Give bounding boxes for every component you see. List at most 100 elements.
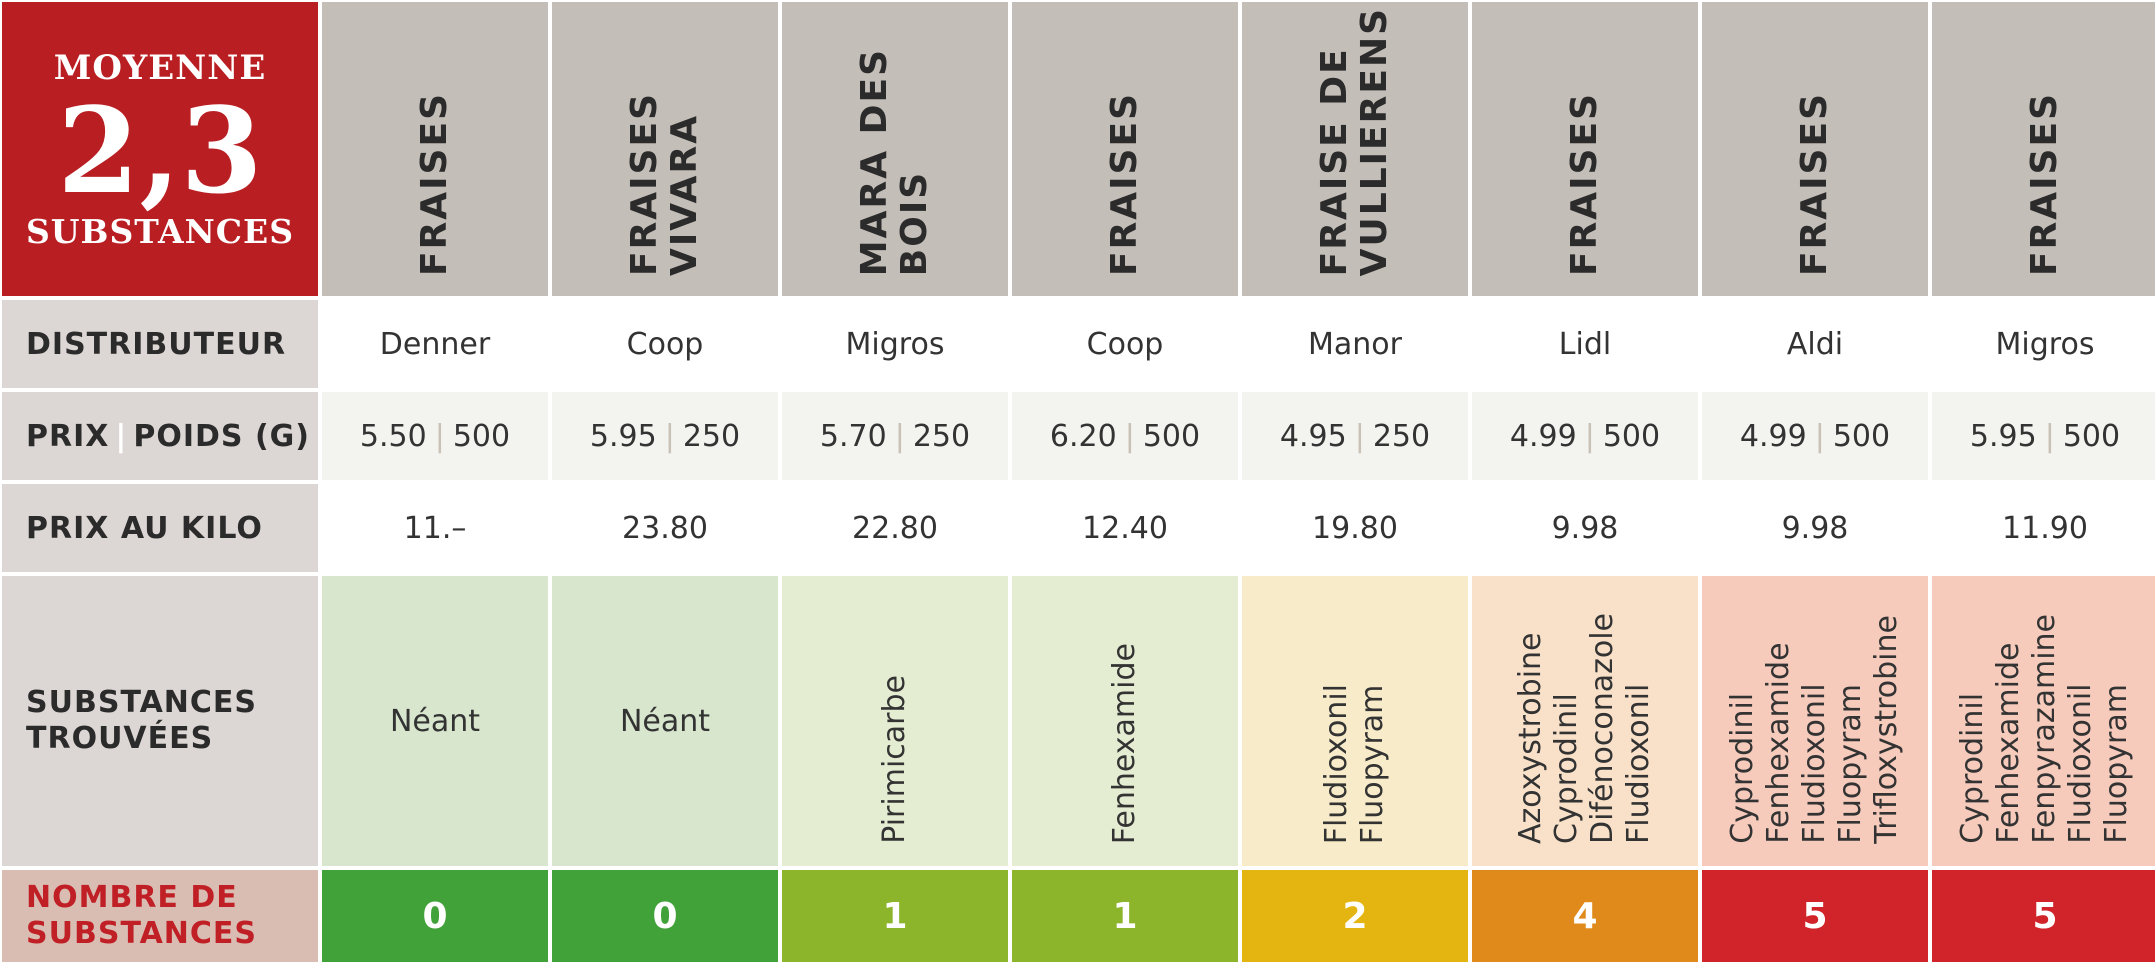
substances-none: Néant xyxy=(619,703,711,739)
substance-item: Cyprodinil xyxy=(1549,693,1584,844)
poids-value: 250 xyxy=(1372,418,1431,454)
substance-item: Fludioxonil xyxy=(1797,683,1832,844)
product-header-wrap: FRAISES xyxy=(322,2,548,296)
label-prix: PRIX xyxy=(26,418,110,454)
substance-item: Fenhexamide xyxy=(1761,642,1796,844)
prix-value: 5.95 xyxy=(589,418,657,454)
substance-item: Fludioxonil xyxy=(2063,683,2098,844)
label-prix-kilo: PRIX AU KILO xyxy=(2,484,318,572)
product-header: FRAISES xyxy=(1932,2,2155,296)
poids-value: 250 xyxy=(682,418,741,454)
label-distributeur: DISTRIBUTEUR xyxy=(2,300,318,388)
prix-separator: | xyxy=(1584,418,1595,454)
substance-item: Cyprodinil xyxy=(1955,693,1990,844)
product-name-line: FRAISES xyxy=(414,91,455,276)
label-prix-poids: PRIX | POIDS (G) xyxy=(2,392,318,480)
substance-count: 1 xyxy=(782,870,1008,962)
substances-list: Cyprodinil Fenhexamide Fenpyrazamine Fludio… xyxy=(1955,614,2135,844)
product-header: FRAISES xyxy=(1702,2,1928,296)
prix-value: 5.95 xyxy=(1969,418,2037,454)
substance-count: 0 xyxy=(552,870,778,962)
product-name-line: BOIS xyxy=(894,170,935,276)
product-name-line: FRAISES xyxy=(2024,91,2065,276)
label-substances-line1: SUBSTANCES xyxy=(26,685,258,720)
substances-cell: Cyprodinil Fenhexamide Fenpyrazamine Fludio… xyxy=(1932,576,2155,866)
prix-value: 5.50 xyxy=(359,418,427,454)
substance-count: 1 xyxy=(1012,870,1238,962)
product-name: FRAISES VIVARA xyxy=(624,91,705,276)
product-name-line: FRAISES xyxy=(624,91,665,276)
distributeur-cell: Coop xyxy=(552,300,778,388)
product-header-wrap: MARA DES BOIS xyxy=(782,2,1008,296)
prix-kilo-cell: 19.80 xyxy=(1242,484,1468,572)
product-name: FRAISES xyxy=(414,91,455,276)
poids-value: 250 xyxy=(912,418,971,454)
substances-cell: Azoxystrobine Cyprodinil Difénoconazole Flu… xyxy=(1472,576,1698,866)
product-name-line: MARA DES xyxy=(854,47,895,276)
product-header: FRAISE DE VULLIERENS xyxy=(1242,2,1468,296)
prix-value: 6.20 xyxy=(1049,418,1117,454)
product-header: FRAISES xyxy=(1472,2,1698,296)
prix-kilo-cell: 11.90 xyxy=(1932,484,2155,572)
prix-kilo-cell: 9.98 xyxy=(1702,484,1928,572)
product-name: FRAISES xyxy=(2024,91,2065,276)
label-nombre: NOMBRE DE SUBSTANCES xyxy=(2,870,318,962)
substances-wrap: Fludioxonil Fluopyram xyxy=(1242,576,1468,866)
product-header-wrap: FRAISES xyxy=(1012,2,1238,296)
label-nombre-line1: NOMBRE DE xyxy=(26,880,238,915)
product-name-line: FRAISE DE xyxy=(1314,46,1355,276)
product-name-line: FRAISES xyxy=(1104,91,1145,276)
prix-kilo-cell: 23.80 xyxy=(552,484,778,572)
product-name: FRAISES xyxy=(1104,91,1145,276)
prix-kilo-cell: 11.– xyxy=(322,484,548,572)
substance-item: Cyprodinil xyxy=(1725,693,1760,844)
prix-kilo-cell: 22.80 xyxy=(782,484,1008,572)
product-name: MARA DES BOIS xyxy=(854,47,935,276)
distributeur-cell: Migros xyxy=(782,300,1008,388)
substance-item: Fludioxonil xyxy=(1621,683,1656,844)
prix-value: 4.99 xyxy=(1739,418,1807,454)
product-header: FRAISES VIVARA xyxy=(552,2,778,296)
substance-count: 5 xyxy=(1932,870,2155,962)
substances-wrap: Cyprodinil Fenhexamide Fludioxonil Fluopyra… xyxy=(1702,576,1928,866)
distributeur-cell: Migros xyxy=(1932,300,2155,388)
prix-poids-cell: 4.99 | 500 xyxy=(1472,392,1698,480)
product-name-line: VIVARA xyxy=(664,113,705,276)
substances-cell: Fludioxonil Fluopyram xyxy=(1242,576,1468,866)
prix-poids-cell: 5.95 | 500 xyxy=(1932,392,2155,480)
prix-kilo-cell: 12.40 xyxy=(1012,484,1238,572)
prix-poids-cell: 4.95 | 250 xyxy=(1242,392,1468,480)
substances-cell: Néant xyxy=(552,576,778,866)
poids-value: 500 xyxy=(1832,418,1891,454)
product-name: FRAISE DE VULLIERENS xyxy=(1314,7,1395,276)
prix-poids-cell: 5.70 | 250 xyxy=(782,392,1008,480)
substance-count: 5 xyxy=(1702,870,1928,962)
prix-value: 4.95 xyxy=(1279,418,1347,454)
distributeur-cell: Coop xyxy=(1012,300,1238,388)
substances-list: Cyprodinil Fenhexamide Fludioxonil Fluopyra… xyxy=(1725,615,1905,844)
prix-kilo-cell: 9.98 xyxy=(1472,484,1698,572)
product-name: FRAISES xyxy=(1794,91,1835,276)
product-header: MARA DES BOIS xyxy=(782,2,1008,296)
prix-separator: | xyxy=(894,418,905,454)
substances-wrap: Fenhexamide xyxy=(1012,576,1238,866)
substances-wrap: Cyprodinil Fenhexamide Fenpyrazamine Fludio… xyxy=(1932,576,2155,866)
prix-separator: | xyxy=(1814,418,1825,454)
product-header-wrap: FRAISES VIVARA xyxy=(552,2,778,296)
prix-poids-cell: 6.20 | 500 xyxy=(1012,392,1238,480)
label-poids: POIDS (G) xyxy=(133,418,311,454)
prix-separator: | xyxy=(1354,418,1365,454)
product-name: FRAISES xyxy=(1564,92,1605,276)
poids-value: 500 xyxy=(2062,418,2121,454)
substances-cell: Fenhexamide xyxy=(1012,576,1238,866)
product-name-line: FRAISES xyxy=(1794,91,1835,276)
distributeur-cell: Aldi xyxy=(1702,300,1928,388)
label-nombre-line2: SUBSTANCES xyxy=(26,916,258,951)
prix-poids-cell: 5.50 | 500 xyxy=(322,392,548,480)
substances-wrap: Azoxystrobine Cyprodinil Difénoconazole Flu… xyxy=(1472,576,1698,866)
substance-item: Fenhexamide xyxy=(1107,642,1142,844)
label-substances-line2: TROUVÉES xyxy=(26,721,214,756)
substance-item: Fluopyram xyxy=(2099,684,2134,844)
substances-list: Pirimicarbe xyxy=(877,675,913,844)
average-badge: MOYENNE 2,3 SUBSTANCES xyxy=(2,2,318,296)
